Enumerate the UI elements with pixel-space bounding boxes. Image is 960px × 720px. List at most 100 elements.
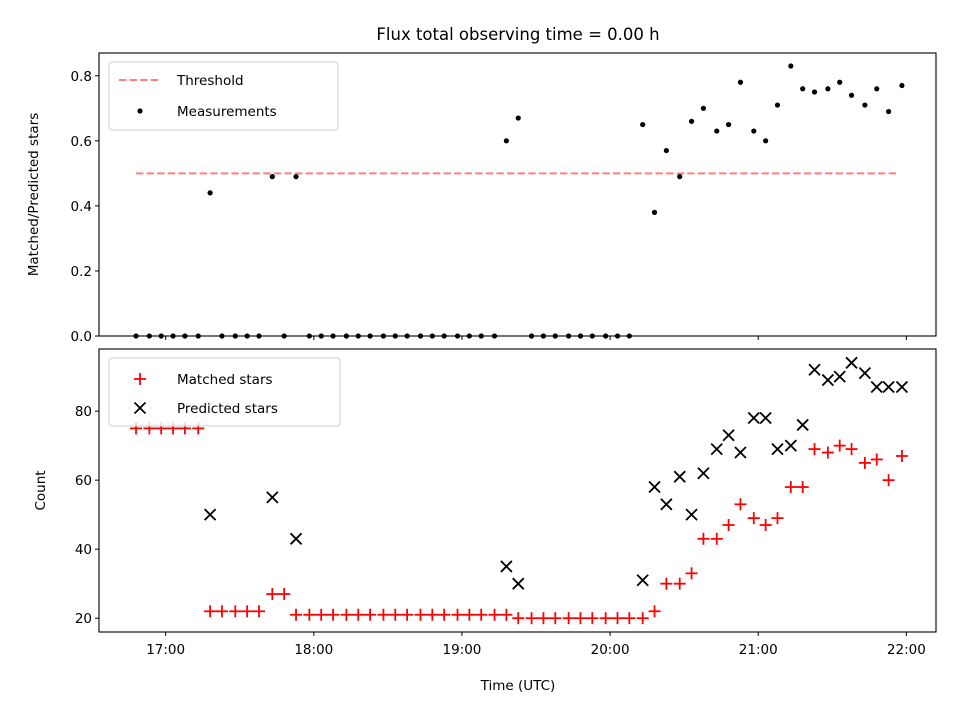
predicted-star-point	[722, 429, 735, 442]
matched-star-point	[426, 608, 439, 621]
x-tick-label: 22:00	[887, 642, 926, 658]
predicted-star-point	[289, 532, 303, 545]
legend-predicted-swatch	[133, 401, 147, 415]
matched-star-point	[500, 608, 513, 621]
top-y-axis-label: Matched/Predicted stars	[26, 113, 42, 276]
measurement-point	[503, 138, 509, 144]
bottom-legend-frame	[108, 357, 341, 427]
matched-star-point	[463, 608, 476, 621]
predicted-star-point	[821, 373, 834, 387]
matched-star-point	[364, 608, 377, 621]
x-tick-label: 20:00	[591, 642, 630, 658]
measurement-point	[811, 89, 818, 95]
measurement-point	[885, 108, 892, 115]
matched-star-point	[660, 577, 673, 590]
predicted-star-point	[784, 439, 797, 452]
x-tick-label: 17:00	[146, 642, 185, 658]
matched-star-point	[759, 519, 772, 532]
bottom-panel-frame	[98, 348, 937, 633]
measurement-point	[774, 102, 781, 108]
top-panel-frame	[98, 52, 937, 337]
matched-star-point	[599, 612, 612, 625]
matched-star-point	[648, 605, 661, 618]
predicted-star-point	[673, 470, 686, 483]
matched-star-point	[870, 453, 883, 466]
measurement-point	[899, 82, 905, 89]
matched-star-point	[315, 608, 328, 621]
measurement-point	[651, 209, 658, 215]
matched-star-point	[512, 612, 525, 625]
measurement-point	[862, 102, 868, 108]
predicted-star-point	[747, 411, 760, 425]
measurement-point	[293, 174, 299, 180]
matched-star-point	[549, 612, 562, 625]
matched-star-point	[586, 612, 599, 625]
bottom-y-tick-label: 40	[75, 542, 92, 558]
matched-star-point	[623, 612, 636, 625]
matched-star-point	[204, 605, 217, 618]
matched-star-point	[771, 512, 784, 525]
measurement-point	[837, 79, 843, 85]
predicted-star-point	[759, 411, 772, 425]
measurement-point	[515, 115, 521, 121]
matched-star-point	[808, 443, 821, 456]
matched-star-point	[252, 605, 265, 618]
bottom-panel-marks	[130, 356, 909, 625]
matched-star-point	[266, 588, 279, 601]
measurement-point	[737, 79, 744, 85]
top-panel: 0.00.20.40.60.8 Matched/Predicted stars …	[26, 52, 937, 345]
x-tick-label: 19:00	[442, 642, 481, 658]
predicted-star-point	[882, 380, 895, 394]
predicted-star-point	[796, 418, 809, 432]
measurement-point	[825, 86, 831, 92]
matched-star-point	[215, 605, 228, 618]
matched-star-point	[685, 567, 698, 580]
matched-star-point	[784, 481, 797, 494]
measurement-point	[800, 86, 806, 92]
measurement-point	[848, 92, 855, 98]
matched-star-point	[241, 605, 254, 618]
legend-measurements-swatch	[137, 108, 143, 114]
matched-star-point	[611, 612, 624, 625]
predicted-star-point	[203, 508, 217, 521]
matched-star-point	[401, 608, 414, 621]
matched-star-point	[327, 608, 340, 621]
matched-star-point	[377, 608, 390, 621]
matched-star-point	[710, 532, 723, 545]
predicted-star-point	[734, 446, 747, 459]
predicted-star-point	[648, 480, 661, 494]
chart-title: Flux total observing time = 0.00 h	[376, 25, 659, 44]
predicted-star-point	[660, 498, 673, 511]
matched-star-point	[673, 577, 686, 590]
top-y-tick-label: 0.2	[71, 264, 92, 280]
predicted-star-point	[858, 367, 872, 380]
legend-matched-swatch	[134, 373, 146, 385]
matched-star-point	[414, 608, 427, 621]
measurement-point	[726, 121, 732, 128]
measurement-point	[751, 128, 757, 134]
matched-star-point	[537, 612, 550, 625]
predicted-star-point	[771, 442, 784, 456]
matched-star-point	[574, 612, 587, 625]
matched-star-point	[352, 608, 365, 621]
top-y-tick-label: 0.6	[71, 134, 92, 150]
top-y-tick-label: 0.4	[71, 199, 92, 215]
matched-star-point	[475, 608, 488, 621]
measurement-point	[714, 128, 720, 134]
legend-threshold-label: Threshold	[176, 73, 244, 89]
bottom-legend: Matched stars Predicted stars	[108, 357, 341, 427]
matched-star-point	[858, 456, 871, 469]
bottom-y-tick-label: 80	[75, 404, 92, 420]
matched-star-point	[438, 608, 451, 621]
top-panel-ticks: 0.0 0.2 0.4 0.6 0.8	[71, 69, 907, 345]
predicted-star-point	[808, 363, 821, 376]
measurement-point	[207, 190, 213, 196]
matched-star-point	[229, 605, 242, 618]
predicted-star-point	[845, 356, 858, 369]
matched-star-point	[278, 588, 291, 601]
matched-star-point	[796, 481, 809, 494]
measurement-point	[788, 63, 794, 69]
matched-star-point	[895, 449, 908, 462]
matched-star-point	[821, 446, 834, 459]
